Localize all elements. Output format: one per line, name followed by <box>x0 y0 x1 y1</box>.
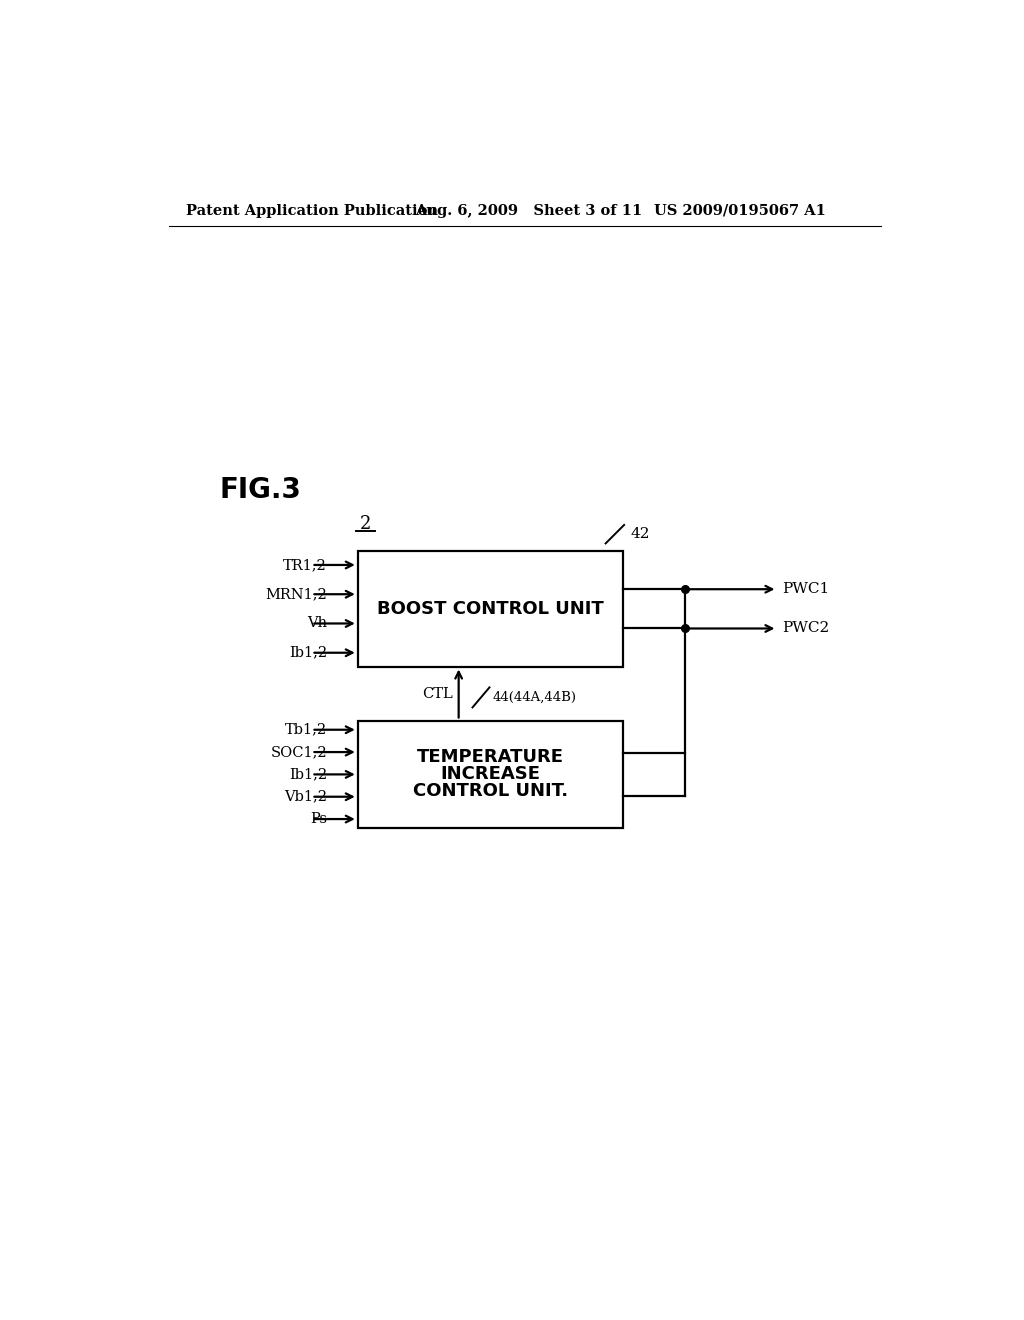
Text: Patent Application Publication: Patent Application Publication <box>186 203 438 218</box>
Text: Vh: Vh <box>307 616 327 631</box>
Text: CTL: CTL <box>422 686 453 701</box>
Text: MRN1,2: MRN1,2 <box>265 587 327 601</box>
Text: Ib1,2: Ib1,2 <box>289 645 327 660</box>
Text: 2: 2 <box>359 515 371 533</box>
Text: Vb1,2: Vb1,2 <box>284 789 327 804</box>
Text: PWC2: PWC2 <box>782 622 829 635</box>
Bar <box>357 552 624 667</box>
Text: BOOST CONTROL UNIT: BOOST CONTROL UNIT <box>377 599 604 618</box>
Text: Tb1,2: Tb1,2 <box>285 723 327 737</box>
Text: 44(44A,44B): 44(44A,44B) <box>493 690 577 704</box>
Text: SOC1,2: SOC1,2 <box>270 744 327 759</box>
Text: Aug. 6, 2009   Sheet 3 of 11: Aug. 6, 2009 Sheet 3 of 11 <box>416 203 643 218</box>
Text: Ib1,2: Ib1,2 <box>289 767 327 781</box>
Text: PWC1: PWC1 <box>782 582 829 597</box>
Text: TR1,2: TR1,2 <box>284 558 327 572</box>
Text: CONTROL UNIT.: CONTROL UNIT. <box>413 783 568 800</box>
Bar <box>357 721 624 829</box>
Text: US 2009/0195067 A1: US 2009/0195067 A1 <box>654 203 826 218</box>
Text: 42: 42 <box>631 527 650 541</box>
Text: Ps: Ps <box>310 812 327 826</box>
Text: INCREASE: INCREASE <box>440 766 541 783</box>
Text: FIG.3: FIG.3 <box>219 475 301 503</box>
Text: TEMPERATURE: TEMPERATURE <box>417 748 564 767</box>
